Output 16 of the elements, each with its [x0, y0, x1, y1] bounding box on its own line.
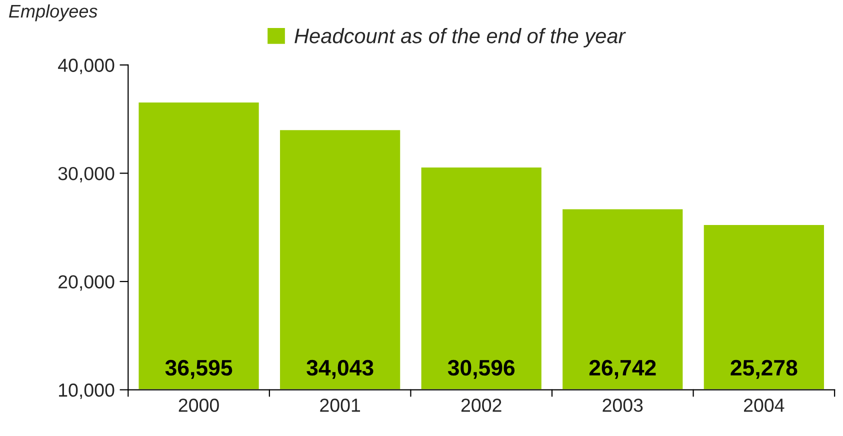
- data-label: 26,742: [589, 360, 656, 379]
- data-label: 25,278: [730, 360, 798, 379]
- x-tick-label: 2003: [602, 398, 643, 412]
- data-label: 30,596: [448, 360, 515, 379]
- y-tick-label: 30,000: [58, 166, 114, 182]
- data-label: 36,595: [165, 360, 232, 379]
- y-tick-label: 20,000: [58, 275, 114, 291]
- x-tick-label: 2002: [461, 398, 502, 412]
- legend-label: Headcount as of the end of the year: [294, 28, 626, 48]
- x-tick-label: 2001: [320, 398, 360, 412]
- x-tick-label: 2004: [744, 398, 784, 412]
- x-tick-label: 2000: [178, 398, 219, 412]
- y-axis-title: Employees: [8, 4, 98, 22]
- data-label: 34,043: [306, 360, 374, 379]
- y-tick-label: 40,000: [58, 58, 114, 74]
- y-tick-label: 10,000: [59, 383, 114, 399]
